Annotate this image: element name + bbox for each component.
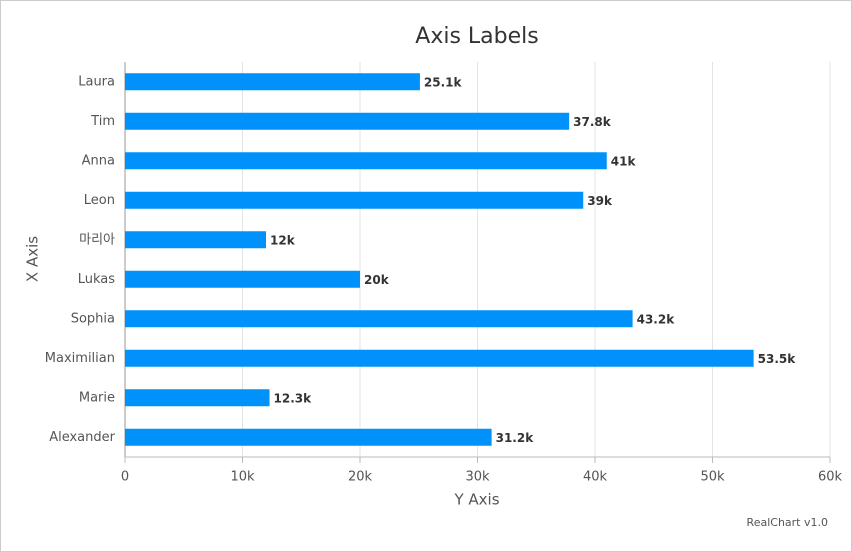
data-label: 12k [270, 233, 296, 247]
y-tick-label: Laura [78, 74, 115, 89]
bar [125, 73, 420, 91]
x-tick-label: 30k [465, 470, 490, 485]
data-label: 41k [611, 154, 637, 168]
y-tick-label: 마리아 [79, 232, 115, 247]
bar [125, 191, 584, 209]
value-axis-title: Y Axis [453, 491, 499, 509]
x-tick-label: 50k [700, 470, 725, 485]
y-tick-label: Leon [84, 193, 115, 208]
category-axis-title: X Axis [24, 236, 42, 282]
bar [125, 310, 633, 328]
x-tick-label: 40k [583, 470, 608, 485]
bar [125, 349, 754, 367]
data-label: 25.1k [424, 75, 463, 89]
bar [125, 428, 492, 446]
y-tick-label: Lukas [78, 272, 116, 287]
bar [125, 270, 360, 288]
y-tick-label: Alexander [49, 430, 115, 445]
chart-title: Axis Labels [415, 24, 538, 49]
y-tick-label: Marie [79, 390, 115, 405]
y-tick-label: Sophia [71, 311, 115, 326]
y-tick-label: Tim [90, 114, 115, 129]
data-label: 37.8k [573, 115, 612, 129]
bar [125, 389, 270, 407]
bar [125, 231, 266, 249]
data-label: 53.5k [758, 352, 797, 366]
x-tick-label: 60k [818, 470, 843, 485]
x-tick-label: 10k [230, 470, 255, 485]
data-label: 31.2k [496, 431, 535, 445]
credit: RealChart v1.0 [747, 516, 828, 529]
bar [125, 152, 607, 170]
data-label: 12.3k [274, 391, 313, 405]
x-tick-label: 20k [348, 470, 373, 485]
data-label: 39k [587, 194, 613, 208]
bar [125, 112, 570, 130]
data-label: 43.2k [637, 312, 676, 326]
data-label: 20k [364, 273, 390, 287]
y-tick-label: Maximilian [45, 351, 115, 366]
x-tick-label: 0 [121, 470, 129, 485]
y-tick-label: Anna [82, 153, 115, 168]
